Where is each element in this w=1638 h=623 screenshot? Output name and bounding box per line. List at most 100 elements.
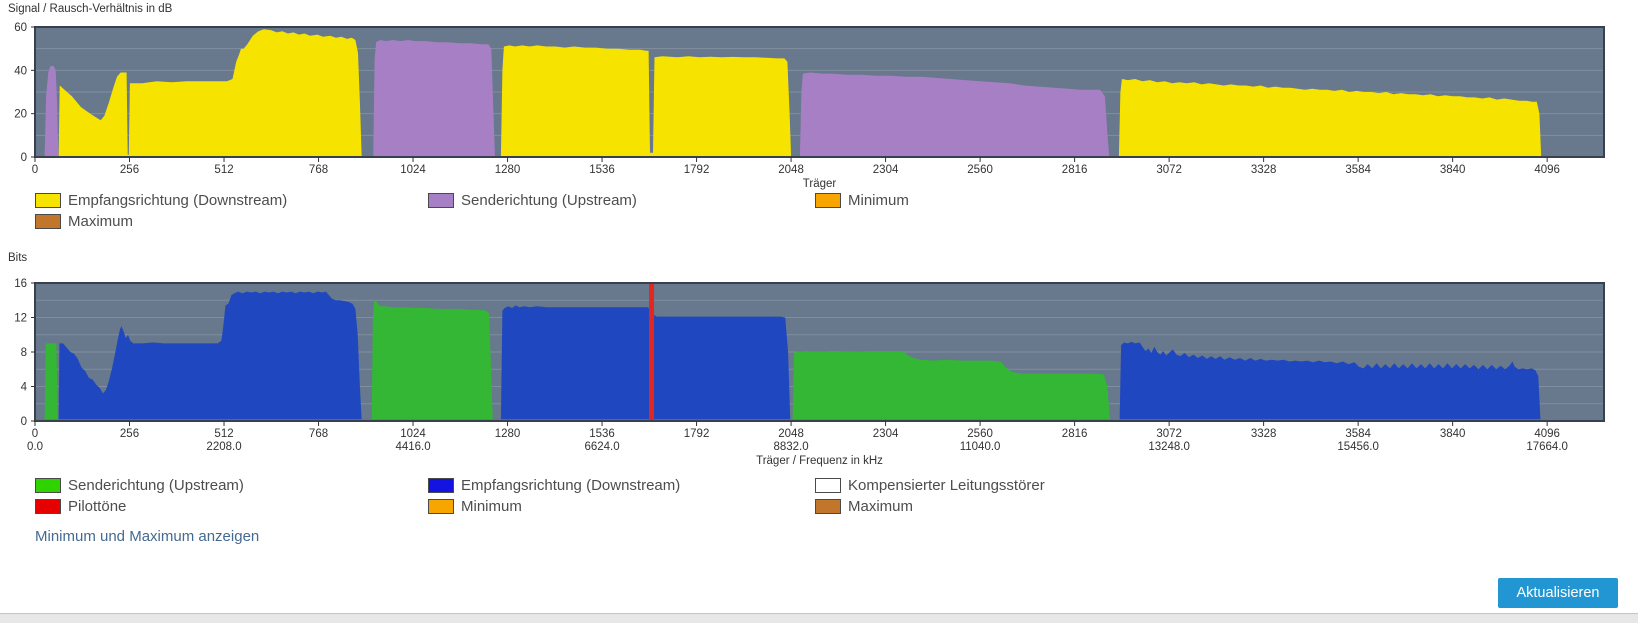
y-tick-label: 60 xyxy=(14,22,27,34)
plot-border xyxy=(34,26,1605,158)
legend-item: Maximum xyxy=(35,211,428,232)
x-tick-label: 4096 xyxy=(1534,164,1560,176)
y-tick-label: 12 xyxy=(14,313,27,325)
legend-swatch xyxy=(35,499,61,514)
x-tick-label: 768 xyxy=(309,428,328,440)
upstream-snr-band1 xyxy=(373,40,495,157)
x-tick-label: 768 xyxy=(309,164,328,176)
legend-label: Pilottöne xyxy=(68,498,127,515)
legend-item: Kompensierter Leitungsstörer xyxy=(815,475,1375,496)
x-tick-label: 256 xyxy=(120,164,139,176)
y-tick-label: 0 xyxy=(21,152,27,164)
x-tick-label: 3840 xyxy=(1440,164,1466,176)
legend-label: Kompensierter Leitungsstörer xyxy=(848,477,1045,494)
x-tick-label: 0 xyxy=(32,428,38,440)
x-axis-title: Träger / Frequenz in kHz xyxy=(756,455,883,467)
legend-item: Minimum xyxy=(428,496,815,517)
x-freq-label: 13248.0 xyxy=(1148,441,1190,453)
legend-item: Pilottöne xyxy=(35,496,428,517)
legend-label: Senderichtung (Upstream) xyxy=(68,477,244,494)
legend-item: Senderichtung (Upstream) xyxy=(35,475,428,496)
bits-chart-title: Bits xyxy=(8,252,28,264)
downstream-snr-band3 xyxy=(1118,79,1542,157)
upstream-bits-spike xyxy=(44,343,58,421)
upstream-bits-band2 xyxy=(792,351,1110,421)
refresh-button[interactable]: Aktualisieren xyxy=(1498,578,1618,608)
y-tick-label: 40 xyxy=(14,65,27,77)
x-tick-label: 2560 xyxy=(967,428,993,440)
legend-item: Maximum xyxy=(815,496,1375,517)
x-tick-label: 1792 xyxy=(684,164,710,176)
x-tick-label: 512 xyxy=(214,428,233,440)
y-tick-label: 4 xyxy=(21,382,28,394)
snr-chart-legend: Empfangsrichtung (Downstream) Senderichtu… xyxy=(35,190,1375,232)
footer-strip xyxy=(0,613,1638,623)
x-tick-label: 256 xyxy=(120,428,139,440)
legend-label: Senderichtung (Upstream) xyxy=(461,192,637,209)
bits-chart: 0 256 512 768 1024 1280 1536 1792 2048 2304 2560 28… xyxy=(14,278,1605,467)
legend-label: Maximum xyxy=(68,213,134,230)
y-tick-label: 20 xyxy=(14,109,27,121)
x-freq-label: 4416.0 xyxy=(395,441,430,453)
x-tick-label: 2304 xyxy=(873,428,899,440)
upstream-snr-spike xyxy=(44,66,59,157)
x-tick-label: 3584 xyxy=(1345,164,1371,176)
x-freq-label: 11040.0 xyxy=(960,441,1001,453)
x-freq-label: 15456.0 xyxy=(1337,441,1379,453)
legend-swatch xyxy=(35,193,61,208)
x-tick-label: 512 xyxy=(214,164,233,176)
x-tick-label: 1280 xyxy=(495,164,521,176)
x-tick-label: 1536 xyxy=(589,428,615,440)
legend-swatch xyxy=(35,214,61,229)
legend-item: Empfangsrichtung (Downstream) xyxy=(35,190,428,211)
downstream-bits-band1 xyxy=(58,291,362,421)
legend-swatch xyxy=(815,478,841,493)
x-axis-title: Träger xyxy=(803,178,837,190)
legend-item: Minimum xyxy=(815,190,1375,211)
downstream-snr-band2 xyxy=(500,45,792,157)
x-tick-label: 2048 xyxy=(778,164,804,176)
x-tick-label: 3328 xyxy=(1251,428,1277,440)
x-tick-label: 2304 xyxy=(873,164,899,176)
x-tick-label: 1280 xyxy=(495,428,521,440)
x-tick-label: 3584 xyxy=(1345,428,1371,440)
x-tick-label: 2560 xyxy=(967,164,993,176)
legend-label: Maximum xyxy=(848,498,914,515)
bits-chart-legend: Senderichtung (Upstream) Empfangsrichtung… xyxy=(35,475,1375,517)
legend-item: Empfangsrichtung (Downstream) xyxy=(428,475,815,496)
legend-label: Empfangsrichtung (Downstream) xyxy=(68,192,288,209)
x-tick-label: 2816 xyxy=(1062,428,1088,440)
upstream-snr-band2 xyxy=(799,72,1110,157)
legend-swatch xyxy=(428,478,454,493)
legend-swatch xyxy=(428,499,454,514)
x-freq-label: 2208.0 xyxy=(206,441,241,453)
pilot-tone-line xyxy=(649,283,655,421)
y-tick-label: 16 xyxy=(14,278,27,290)
x-tick-label: 1024 xyxy=(400,164,426,176)
x-tick-label: 1792 xyxy=(684,428,710,440)
legend-item: Senderichtung (Upstream) xyxy=(428,190,815,211)
x-freq-label: 17664.0 xyxy=(1526,441,1568,453)
x-freq-label: 0.0 xyxy=(27,441,43,453)
x-tick-label: 1024 xyxy=(400,428,426,440)
x-freq-label: 6624.0 xyxy=(584,441,619,453)
x-tick-label: 3840 xyxy=(1440,428,1466,440)
x-tick-label: 1536 xyxy=(589,164,615,176)
upstream-bits-band1 xyxy=(371,299,493,421)
snr-chart: 0 256 512 768 1024 1280 1536 1792 2048 2304 2560 28… xyxy=(14,22,1605,190)
legend-swatch xyxy=(35,478,61,493)
x-tick-label: 3328 xyxy=(1251,164,1277,176)
show-min-max-link[interactable]: Minimum und Maximum anzeigen xyxy=(35,528,260,545)
x-tick-label: 3072 xyxy=(1156,428,1182,440)
x-tick-label: 0 xyxy=(32,164,38,176)
legend-swatch xyxy=(815,499,841,514)
snr-chart-title: Signal / Rausch-Verhältnis in dB xyxy=(8,3,173,15)
x-tick-label: 4096 xyxy=(1534,428,1560,440)
legend-label: Empfangsrichtung (Downstream) xyxy=(461,477,681,494)
x-tick-label: 2048 xyxy=(778,428,804,440)
downstream-snr-band1 xyxy=(58,29,362,158)
legend-swatch xyxy=(428,193,454,208)
x-tick-label: 2816 xyxy=(1062,164,1088,176)
y-tick-label: 8 xyxy=(21,347,27,359)
